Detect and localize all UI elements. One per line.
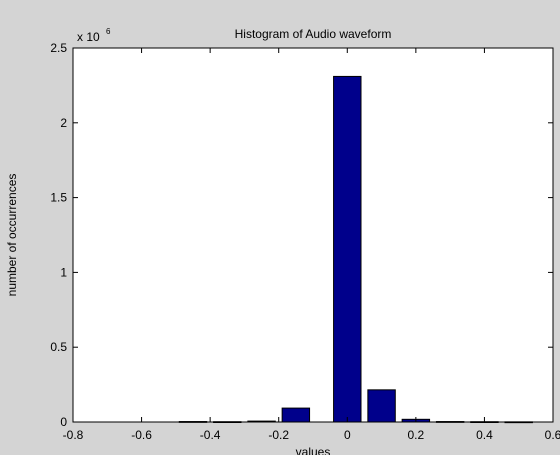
chart-title: Histogram of Audio waveform [235,27,392,41]
ticks-group [72,47,554,423]
y-tick-label: 0 [60,415,67,429]
bars-group [178,75,533,424]
histogram-bar [178,421,208,423]
x-tick-label: -0.8 [63,428,84,442]
y-tick-label: 0.5 [50,340,67,354]
y-tick-label: 1.5 [50,191,67,205]
x-tick-labels: -0.8 -0.6 -0.4 -0.2 0 0.2 0.4 0.6 [63,428,560,442]
x-tick-label: 0 [344,428,351,442]
y-tick-labels: 0 0.5 1 1.5 2 2.5 [50,41,67,429]
x-tick-label: 0.6 [545,428,560,442]
y-axis-title: number of occurrences [5,174,19,297]
y-tick-label: 2.5 [50,41,67,55]
histogram-bar [435,421,465,423]
histogram-bar [504,421,533,424]
histogram-bar [281,407,311,423]
x-axis-title: values [296,445,331,455]
histogram-bar [333,75,362,423]
histogram-bar [213,421,242,424]
y-multiplier-label: x 10 [77,30,100,44]
y-multiplier-exponent: 6 [106,27,111,36]
y-tick-label: 1 [60,265,67,279]
x-tick-label: -0.4 [200,428,221,442]
x-tick-label: -0.2 [268,428,289,442]
x-tick-label: 0.4 [476,428,493,442]
histogram-bar [247,420,276,423]
plot-area [72,47,554,423]
x-tick-label: -0.6 [131,428,152,442]
histogram-bar [367,389,396,423]
y-tick-label: 2 [60,116,67,130]
x-tick-label: 0.2 [408,428,425,442]
